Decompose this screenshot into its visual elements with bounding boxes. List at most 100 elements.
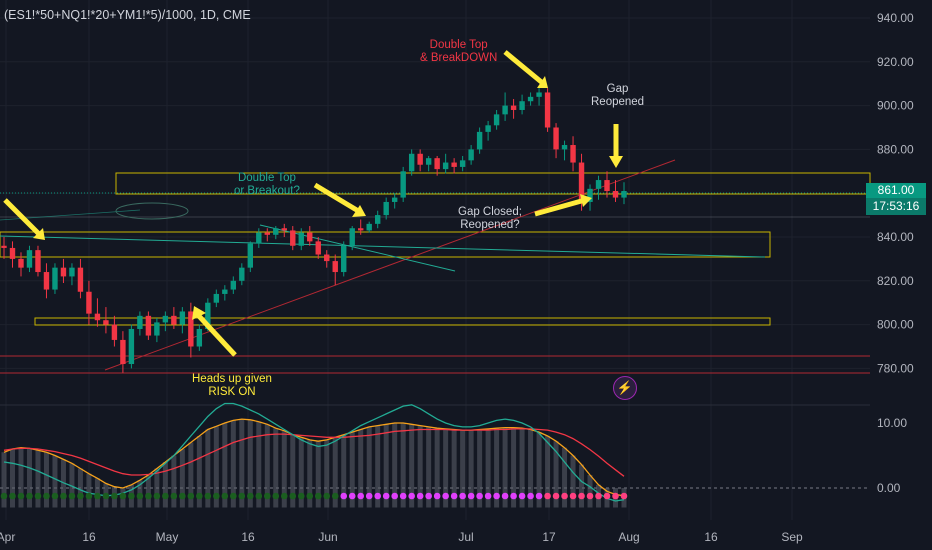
signal-dot [85,492,93,500]
signal-dot [128,492,135,500]
candle-body [451,162,457,167]
histogram-bar [443,428,449,508]
signal-dot [26,492,33,500]
candle-body [553,127,559,150]
histogram-bar [332,437,338,508]
y-tick-label: 840.00 [877,230,914,244]
signal-dot [374,492,381,500]
signal-dot [111,492,118,500]
histogram-bar [502,427,508,508]
histogram-bar [485,428,491,508]
histogram-bar [281,430,287,508]
candle-body [18,258,24,268]
histogram-bar [205,429,211,508]
x-tick-label: Jul [458,530,473,544]
signal-dot [340,492,348,500]
candle-body [561,145,568,150]
candle-body [230,280,237,290]
histogram-bar [570,455,576,508]
candle-body [281,228,287,231]
signal-dot [68,492,76,500]
histogram-bar [69,463,75,508]
annotation-double-top-breakout: Double Top or Breakout? [234,172,300,198]
x-tick-label: Apr [0,530,15,544]
signal-dot [204,492,212,500]
annotation-line: Reopened? [460,219,520,231]
signal-dot [289,492,297,500]
histogram-bar [154,468,160,508]
histogram-bar [273,428,279,508]
candle-body [468,149,474,161]
signal-dot [450,492,458,500]
candle-body [578,162,585,202]
signal-dot [586,492,594,500]
candle-body [154,322,160,336]
histogram-bar [349,432,355,508]
candle-body [315,241,321,255]
annotation-double-top-breakdown: Double Top & BreakDOWN [420,39,497,65]
arrow-icon [352,205,366,217]
candle-body [332,261,338,273]
arrow-icon [609,156,623,168]
candle-body [519,101,525,110]
candle-body [290,230,296,246]
histogram-bar [1,452,7,508]
candle-body [383,201,389,216]
signal-dot [221,492,229,500]
signal-dot [179,492,186,500]
x-tick-label: 16 [704,530,718,544]
histogram-bar [587,475,593,508]
histogram-bar [553,441,559,508]
signal-dot [77,492,84,500]
histogram-bar [77,468,83,508]
annotation-line: Gap [606,83,629,95]
signal-dot [569,492,577,500]
candle-body [621,191,627,198]
green-trendline-long [0,235,766,258]
gap-zone-upper [115,172,871,195]
signal-dot [17,492,25,500]
candle-body [400,171,406,198]
signal-dot [357,492,365,500]
x-tick-label: Jun [318,530,337,544]
histogram-bar [392,423,398,508]
signal-dot [399,492,407,500]
signal-dot [60,492,67,500]
histogram-bar [222,423,228,508]
signal-dot [493,492,500,500]
signal-dot [145,492,152,500]
signal-dot [331,492,339,500]
histogram-bar [468,430,474,508]
arrow-icon [580,194,592,207]
signal-dot [51,492,59,500]
candle-body [485,125,491,132]
chart-title[interactable]: (ES1!*50+NQ1!*20+YM1!*5)/1000, 1D, CME [4,8,251,22]
candle-body [137,315,143,329]
lightning-icon[interactable]: ⚡ [613,376,637,400]
x-tick-label: Aug [618,530,639,544]
signal-dot [476,492,483,500]
histogram-bar [451,429,457,508]
candle-body [408,153,415,172]
candle-body [162,315,169,323]
signal-dot [501,492,509,500]
histogram-bar [579,464,585,508]
histogram-bar [171,455,177,508]
histogram-bar [400,423,406,508]
signal-dot [391,492,398,500]
histogram-bar [18,447,24,508]
histogram-bar [358,429,364,508]
candle-body [247,243,254,268]
signal-dot [484,492,492,500]
y-tick-label: 800.00 [877,318,914,332]
signal-dot [595,492,602,500]
histogram-bar [9,449,15,508]
histogram-bar [239,419,245,508]
x-tick-label: Sep [781,530,803,544]
candle-body [459,160,466,167]
histogram-bar [196,436,202,508]
candle-body [476,131,483,150]
candle-body [417,153,423,165]
annotation-line: RISK ON [208,386,256,398]
